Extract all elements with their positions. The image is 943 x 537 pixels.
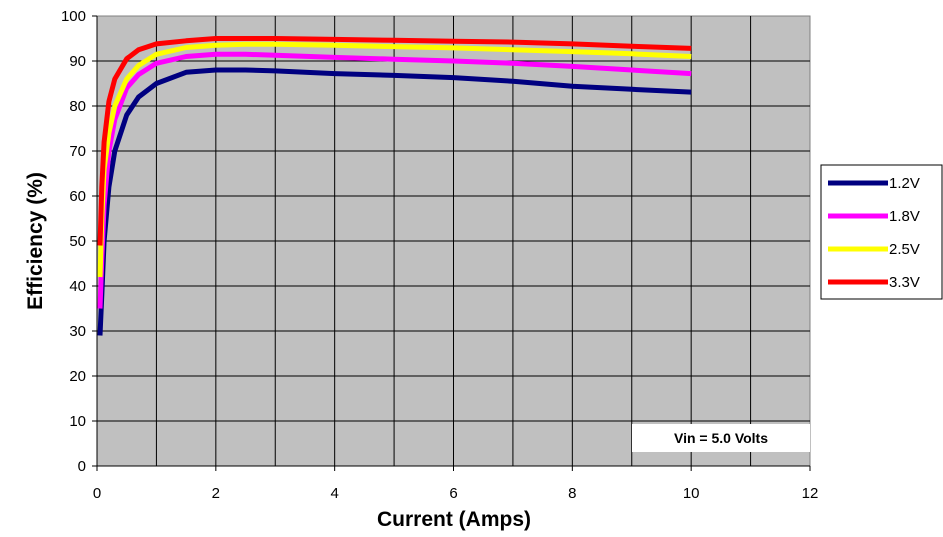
y-tick-label: 0: [78, 458, 86, 475]
axes: 0 10 20 30 40 50 60 70 80 90 100 0 2 4 6 8 10 12: [61, 8, 818, 502]
x-tick-label: 4: [330, 485, 338, 502]
legend: 1.2V 1.8V 2.5V 3.3V: [820, 164, 943, 300]
y-tick-label: 90: [69, 53, 86, 70]
series-line-3.3V: [97, 36, 692, 246]
x-tick-label: 10: [683, 485, 700, 502]
y-tick-label: 20: [69, 368, 86, 385]
x-tick-label: 6: [449, 485, 457, 502]
y-tick-label: 40: [69, 278, 86, 295]
y-tick-label: 100: [61, 8, 86, 25]
y-tick-label: 70: [69, 143, 86, 160]
legend-label-2.5V: 2.5V: [889, 241, 920, 258]
y-tick-label: 30: [69, 323, 86, 340]
annotation-box: Vin = 5.0 Volts: [632, 424, 810, 452]
y-tick-label: 10: [69, 413, 86, 430]
x-axis-title: Current (Amps): [377, 508, 531, 531]
series-line-1.2V: [97, 67, 692, 336]
x-tick-label: 12: [802, 485, 819, 502]
y-tick-label: 50: [69, 233, 86, 250]
legend-label-3.3V: 3.3V: [889, 274, 920, 291]
y-axis-title: Efficiency (%): [24, 172, 47, 310]
y-tick-label: 80: [69, 98, 86, 115]
legend-label-1.8V: 1.8V: [889, 208, 920, 225]
x-tick-label: 8: [568, 485, 576, 502]
y-tick-label: 60: [69, 188, 86, 205]
x-tick-label: 2: [212, 485, 220, 502]
annotation-text: Vin = 5.0 Volts: [674, 430, 768, 446]
series-line-2.5V: [97, 41, 692, 278]
series-lines: [97, 36, 692, 336]
annotation-background: [632, 424, 810, 452]
legend-items: 1.2V 1.8V 2.5V 3.3V: [828, 175, 920, 291]
x-tick-label: 0: [93, 485, 101, 502]
legend-label-1.2V: 1.2V: [889, 175, 920, 192]
legend-box: [820, 164, 943, 300]
